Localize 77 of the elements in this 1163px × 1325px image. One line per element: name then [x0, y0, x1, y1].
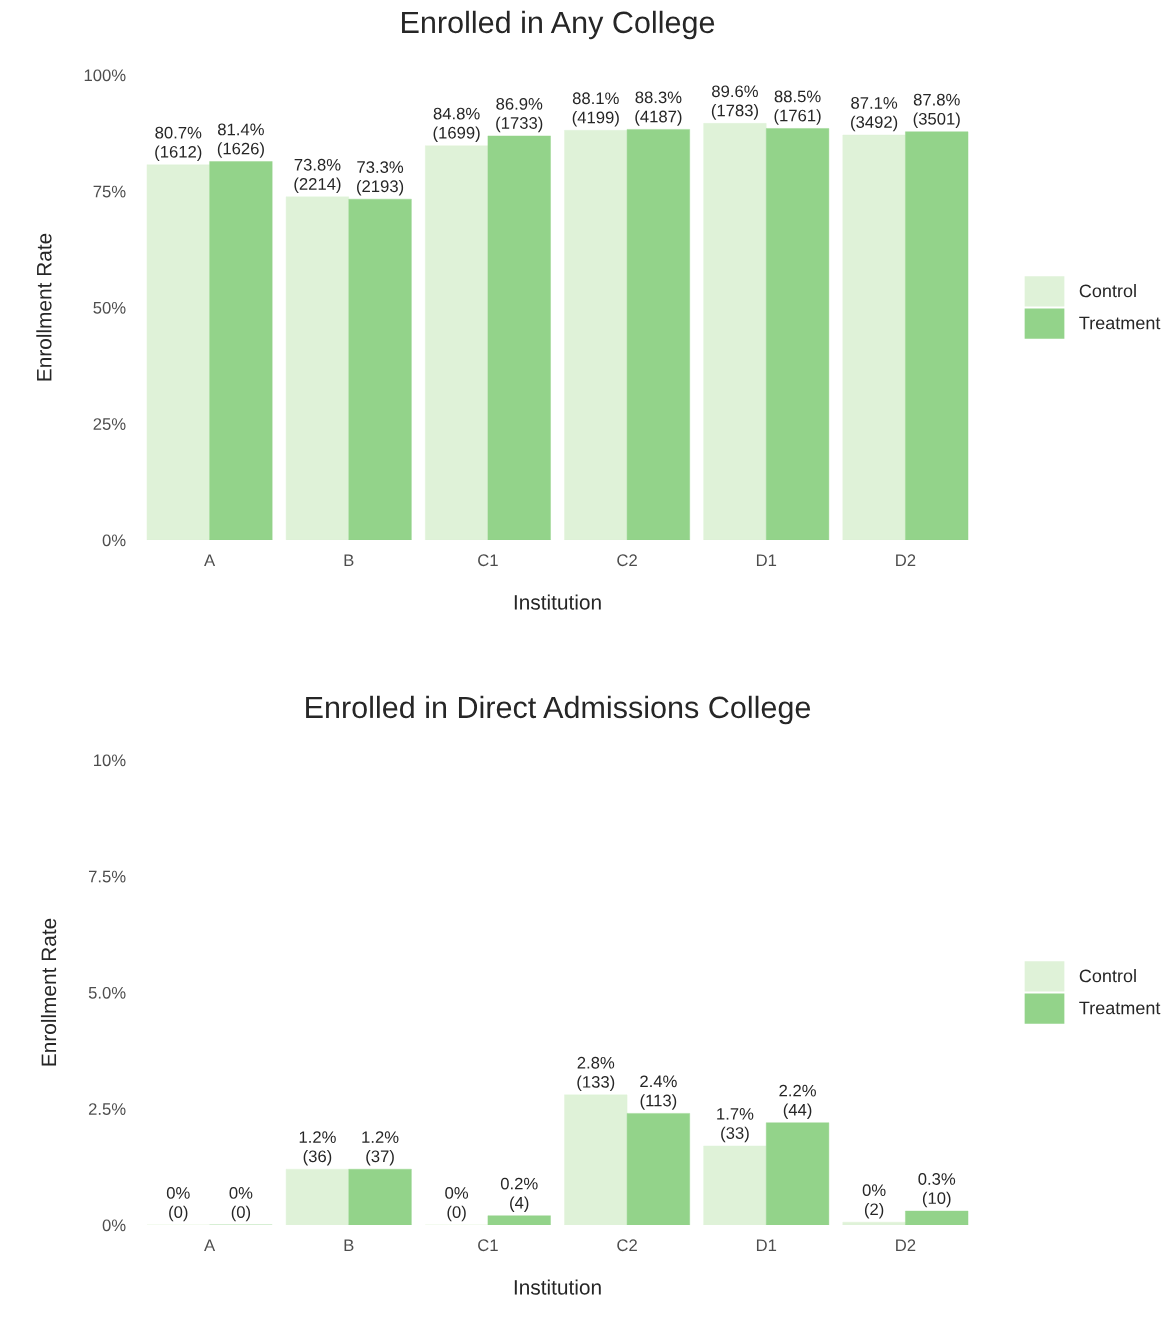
chart-title: Enrolled in Any College: [402, 10, 715, 40]
bar: [842, 134, 906, 540]
x-tick-label: A: [204, 1239, 216, 1251]
bar: [703, 1145, 767, 1225]
y-axis-title: Enrollment Rate: [40, 918, 57, 1066]
data-label: 73.3% (2193): [357, 161, 404, 196]
y-tick-label: 50%: [93, 301, 126, 314]
bar: [564, 1094, 628, 1225]
legend-label: Treatment: [1079, 1001, 1161, 1015]
y-tick-label: 7.5%: [88, 870, 126, 883]
bar: [487, 1215, 551, 1225]
y-tick-label: 2.5%: [88, 1103, 126, 1115]
bar: [564, 130, 628, 540]
x-tick-label: C2: [617, 554, 637, 567]
data-label: 88.1% (4199): [572, 92, 619, 127]
bar: [425, 145, 489, 540]
y-axis-title: Enrollment Rate: [36, 233, 52, 381]
legend-label: Treatment: [1079, 316, 1161, 330]
data-label: 86.9% (1733): [496, 97, 543, 133]
data-label: 80.7% (1612): [155, 126, 202, 162]
data-label: 1.2% (37): [362, 1131, 399, 1166]
data-label: 0.2% (4): [500, 1177, 538, 1212]
data-label: 0.3% (10): [918, 1173, 956, 1208]
bar: [766, 1122, 830, 1225]
y-tick-label: 75%: [93, 185, 126, 198]
y-tick-label: 0%: [102, 534, 126, 547]
x-tick-label: D1: [756, 1239, 777, 1251]
data-label: 84.8% (1699): [433, 107, 480, 142]
bar: [905, 131, 969, 540]
y-tick-label: 10%: [94, 754, 126, 767]
bar: [626, 129, 690, 540]
data-label: 0% (0): [229, 1187, 253, 1222]
bar: [842, 1222, 906, 1225]
bar: [703, 123, 767, 540]
legend-label: Control: [1079, 284, 1136, 298]
legend-label: Control: [1079, 969, 1136, 983]
chart-title: Enrolled in Direct Admissions College: [306, 695, 811, 725]
data-label: 0% (2): [862, 1184, 886, 1219]
data-label: 1.7% (33): [717, 1108, 754, 1143]
x-tick-label: D2: [896, 554, 916, 566]
bar: [905, 1210, 969, 1225]
bar: [285, 196, 349, 540]
y-tick-label: 25%: [93, 418, 126, 430]
x-tick-label: B: [344, 1239, 354, 1251]
bar: [487, 135, 551, 540]
x-tick-label: A: [204, 554, 216, 566]
data-label: 73.8% (2214): [294, 158, 341, 194]
data-label: 87.8% (3501): [913, 93, 960, 128]
data-label: 88.5% (1761): [774, 90, 821, 125]
bar: [348, 1168, 412, 1225]
data-label: 2.2% (44): [779, 1084, 816, 1119]
data-label: 1.2% (36): [299, 1131, 336, 1166]
bar: [626, 1113, 690, 1225]
x-tick-label: C2: [617, 1239, 637, 1252]
x-axis-title: Institution: [514, 594, 601, 610]
data-label: 0% (0): [445, 1187, 469, 1222]
bar: [348, 198, 412, 540]
bar: [285, 1168, 349, 1225]
x-tick-label: B: [344, 554, 354, 566]
y-tick-label: 100%: [84, 69, 126, 82]
data-label: 89.6% (1783): [711, 85, 758, 120]
x-tick-label: C1: [478, 554, 498, 567]
data-label: 2.4% (113): [640, 1075, 677, 1110]
y-tick-label: 5.0%: [88, 986, 126, 999]
x-tick-label: C1: [478, 1239, 498, 1252]
data-label: 87.1% (3492): [851, 97, 898, 132]
data-label: 0% (0): [166, 1187, 190, 1222]
bar: [209, 161, 273, 540]
x-tick-label: D1: [756, 554, 777, 566]
x-axis-title: Institution: [514, 1279, 601, 1295]
data-label: 2.8% (133): [577, 1056, 615, 1092]
bar: [146, 164, 210, 540]
x-tick-label: D2: [896, 1239, 916, 1251]
bar: [766, 128, 830, 540]
y-tick-label: 0%: [102, 1219, 126, 1232]
data-label: 81.4% (1626): [217, 123, 264, 158]
data-label: 88.3% (4187): [635, 91, 682, 126]
